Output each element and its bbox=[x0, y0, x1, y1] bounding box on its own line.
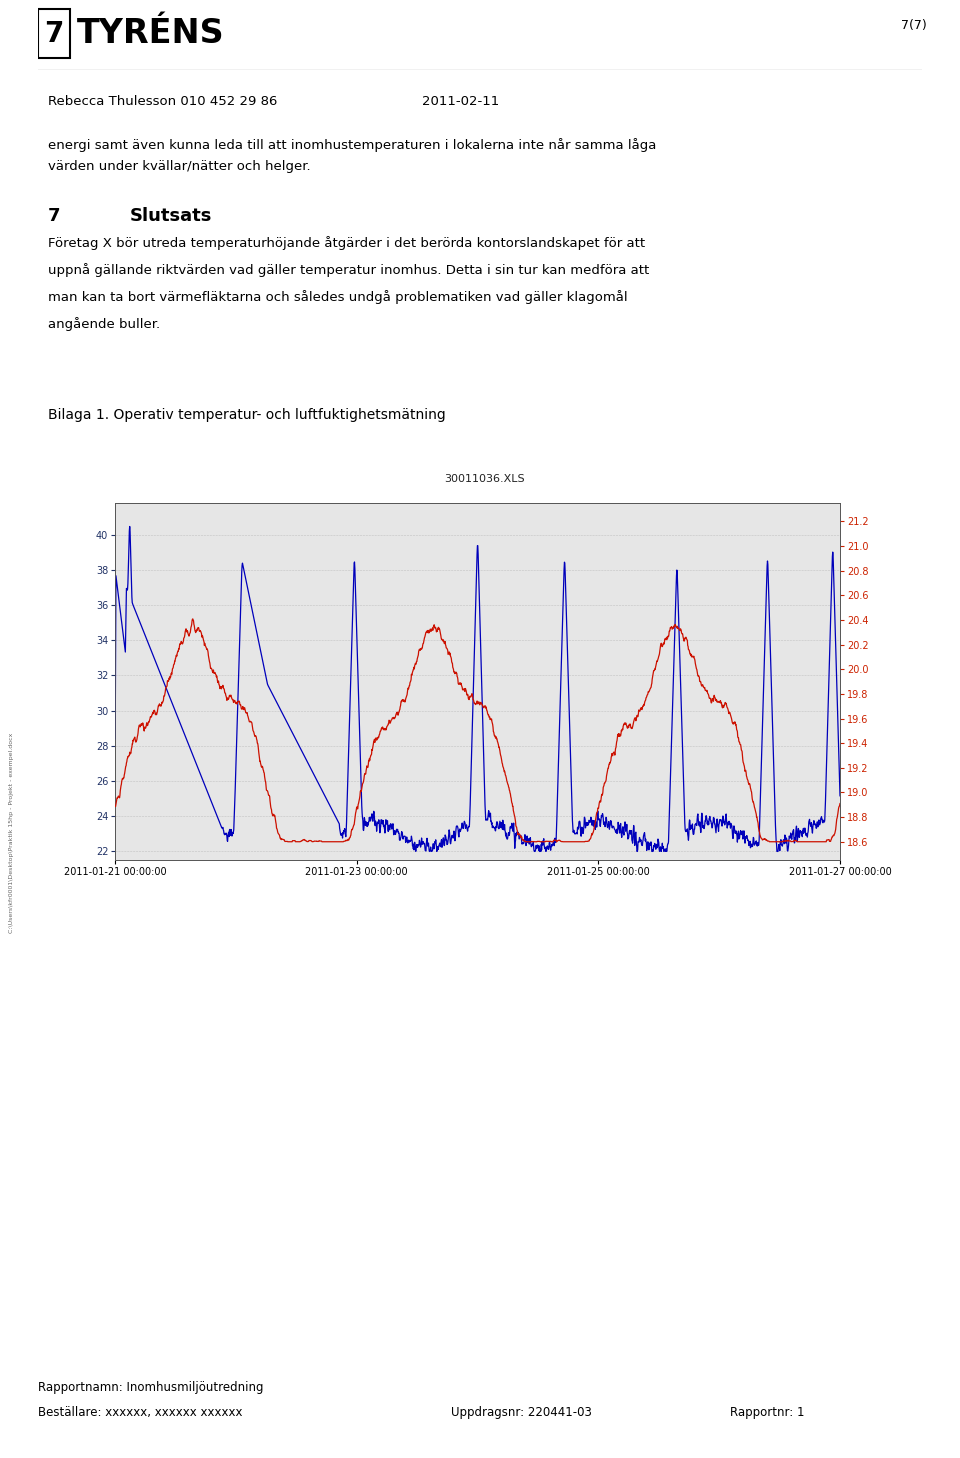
Text: Rebecca Thulesson 010 452 29 86: Rebecca Thulesson 010 452 29 86 bbox=[48, 95, 277, 108]
Text: värden under kvällar/nätter och helger.: värden under kvällar/nätter och helger. bbox=[48, 160, 311, 174]
Text: angående buller.: angående buller. bbox=[48, 318, 160, 331]
Bar bbox=[38, 9, 69, 58]
Text: uppnå gällande riktvärden vad gäller temperatur inomhus. Detta i sin tur kan med: uppnå gällande riktvärden vad gäller tem… bbox=[48, 264, 649, 277]
Text: 7(7): 7(7) bbox=[900, 19, 926, 32]
Text: Bilaga 1. Operativ temperatur- och luftfuktighetsmätning: Bilaga 1. Operativ temperatur- och luftf… bbox=[48, 408, 445, 423]
Text: Rapportnamn: Inomhusmiljöutredning: Rapportnamn: Inomhusmiljöutredning bbox=[38, 1381, 264, 1394]
Text: Företag X bör utreda temperaturhöjande åtgärder i det berörda kontorslandskapet : Företag X bör utreda temperaturhöjande å… bbox=[48, 236, 645, 251]
Text: Slutsats: Slutsats bbox=[130, 207, 212, 225]
Text: Rapportnr: 1: Rapportnr: 1 bbox=[730, 1406, 804, 1419]
Text: 7: 7 bbox=[48, 207, 60, 225]
Text: Uppdragsnr: 220441-03: Uppdragsnr: 220441-03 bbox=[451, 1406, 592, 1419]
Text: energi samt även kunna leda till att inomhustemperaturen i lokalerna inte når sa: energi samt även kunna leda till att ino… bbox=[48, 139, 657, 153]
Text: 2011-02-11: 2011-02-11 bbox=[422, 95, 499, 108]
Text: TYRÉNS: TYRÉNS bbox=[77, 17, 225, 50]
Text: man kan ta bort värmefläktarna och således undgå problematiken vad gäller klagom: man kan ta bort värmefläktarna och såled… bbox=[48, 290, 628, 305]
Text: 7: 7 bbox=[44, 19, 63, 48]
Text: Beställare: xxxxxx, xxxxxx xxxxxx: Beställare: xxxxxx, xxxxxx xxxxxx bbox=[38, 1406, 243, 1419]
Text: 30011036.XLS: 30011036.XLS bbox=[444, 474, 525, 484]
Text: C:\Users\kfr0001\Desktop\Praktik 15hp - Projekt - exempel.docx: C:\Users\kfr0001\Desktop\Praktik 15hp - … bbox=[9, 733, 13, 933]
